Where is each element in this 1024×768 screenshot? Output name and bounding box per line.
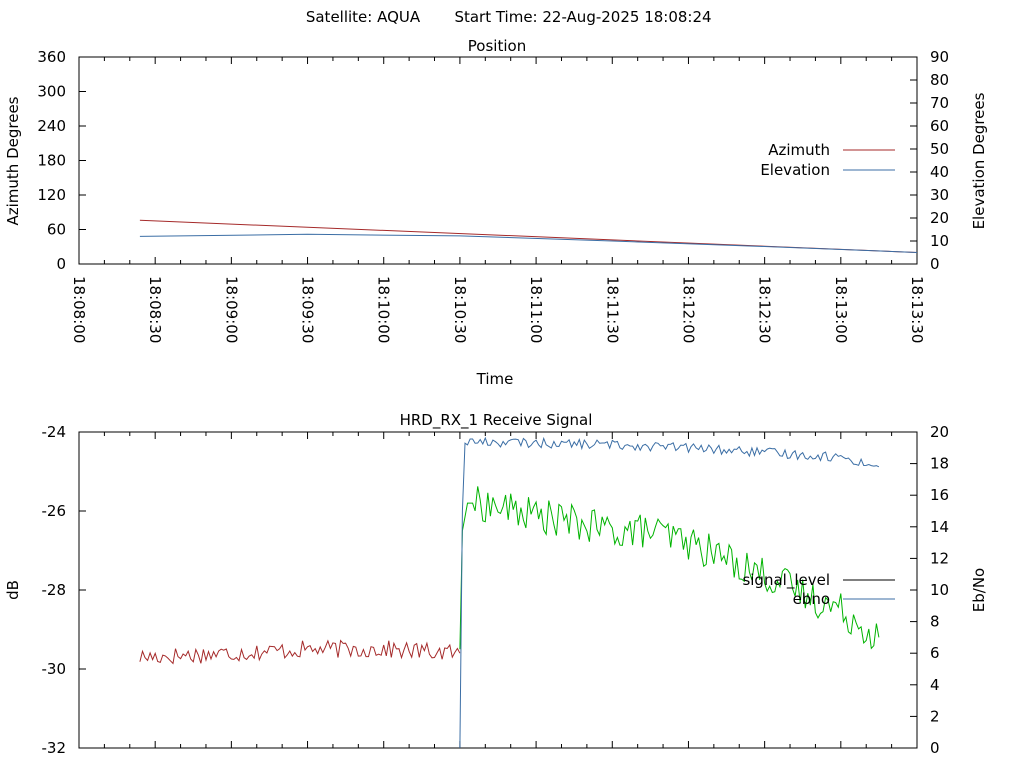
position-x-tick-label: 18:12:30	[756, 276, 774, 343]
signal-legend-label: signal_level	[742, 571, 830, 590]
signal-plot-frame	[78, 431, 918, 749]
signal-right-tick-label: 18	[930, 455, 949, 473]
position-chart-title: Position	[468, 37, 526, 55]
position-x-tick-label: 18:11:00	[527, 276, 545, 343]
position-right-tick-label: 40	[930, 163, 949, 181]
signal-right-tick-label: 8	[930, 613, 940, 631]
signal-series-2	[459, 486, 880, 650]
position-x-tick-label: 18:09:30	[299, 276, 317, 343]
position-legend-label: Elevation	[760, 161, 830, 179]
position-x-tick-label: 18:10:30	[451, 276, 469, 343]
signal-right-axis-label: Eb/No	[970, 568, 988, 612]
signal-left-tick-label: -28	[42, 581, 67, 599]
signal-right-tick-label: 0	[930, 739, 940, 757]
signal-legend-label: ebno	[793, 590, 830, 608]
position-chart: Position 18:08:00 18:08:30 18:09:00 18:09:3…	[4, 37, 988, 388]
signal-left-axis-label: dB	[4, 580, 22, 600]
signal-right-tick-label: 2	[930, 707, 940, 725]
position-right-tick-label: 0	[930, 255, 940, 273]
position-right-tick-label: 20	[930, 209, 949, 227]
signal-right-tick-label: 10	[930, 581, 949, 599]
position-x-tick-label: 18:13:00	[832, 276, 850, 343]
position-legend-label: Azimuth	[768, 141, 830, 159]
position-right-tick-label: 60	[930, 117, 949, 135]
position-x-tick-label: 18:09:00	[222, 276, 240, 343]
position-x-tick-label: 18:08:00	[70, 276, 88, 343]
position-right-tick-label: 10	[930, 232, 949, 250]
position-right-tick-label: 30	[930, 186, 949, 204]
position-x-tick-label: 18:11:30	[603, 276, 621, 343]
position-right-axis-label: Elevation Degrees	[970, 92, 988, 229]
signal-chart: HRD_RX_1 Receive Signal -32 -30 -28 -26 -24 0…	[4, 411, 988, 757]
position-left-tick-label: 300	[37, 83, 66, 101]
position-right-tick-label: 50	[930, 140, 949, 158]
signal-left-tick-label: -24	[42, 423, 67, 441]
position-left-tick-label: 120	[37, 186, 66, 204]
signal-series-3	[459, 436, 880, 749]
position-x-axis-label: Time	[476, 370, 514, 388]
signal-right-tick-label: 12	[930, 549, 949, 567]
signal-series-1	[139, 639, 461, 665]
position-x-tick-label: 18:10:00	[375, 276, 393, 343]
signal-right-tick-label: 16	[930, 486, 949, 504]
signal-left-tick-label: -30	[42, 660, 67, 678]
position-x-tick-label: 18:12:00	[679, 276, 697, 343]
position-left-tick-label: 360	[37, 48, 66, 66]
signal-right-tick-label: 6	[930, 644, 940, 662]
position-x-tick-label: 18:13:30	[908, 276, 926, 343]
signal-left-tick-label: -32	[42, 739, 67, 757]
satellite-label: Satellite: AQUA	[306, 8, 421, 26]
signal-left-tick-label: -26	[42, 502, 67, 520]
signal-right-tick-label: 20	[930, 423, 949, 441]
signal-right-tick-label: 14	[930, 518, 949, 536]
position-right-tick-label: 70	[930, 94, 949, 112]
position-right-tick-label: 90	[930, 48, 949, 66]
position-left-tick-label: 240	[37, 117, 66, 135]
start-time-label: Start Time: 22-Aug-2025 18:08:24	[454, 8, 711, 26]
position-x-tick-label: 18:08:30	[146, 276, 164, 343]
position-series-elevation	[139, 233, 918, 253]
position-left-axis-label: Azimuth Degrees	[4, 96, 22, 225]
position-left-tick-label: 60	[47, 221, 66, 239]
position-right-tick-label: 80	[930, 71, 949, 89]
position-left-tick-label: 0	[56, 255, 66, 273]
signal-chart-title: HRD_RX_1 Receive Signal	[400, 411, 593, 430]
position-left-tick-label: 180	[37, 152, 66, 170]
signal-right-tick-label: 4	[930, 676, 940, 694]
